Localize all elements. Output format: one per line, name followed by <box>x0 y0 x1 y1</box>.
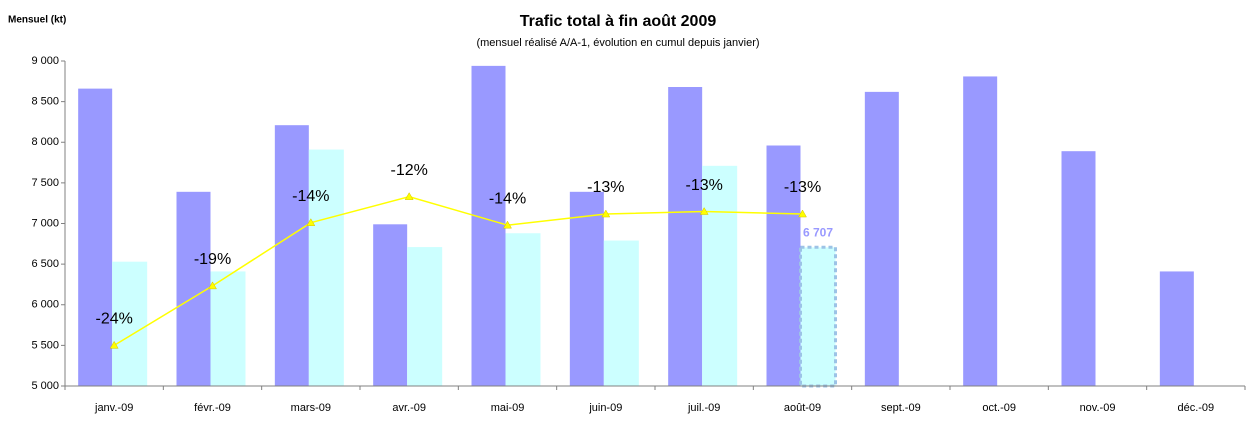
bar <box>702 165 738 386</box>
x-tick-label: déc.-09 <box>1177 402 1214 414</box>
bar <box>112 261 148 386</box>
line <box>113 195 803 347</box>
point-marker <box>208 281 217 290</box>
bar <box>799 245 837 388</box>
x-tick-label: avr.-09 <box>392 402 426 414</box>
bar <box>505 233 541 386</box>
x-tick-label: oct.-09 <box>982 402 1016 414</box>
bar <box>603 240 639 386</box>
bar <box>373 224 408 386</box>
y-tick-label: 6 000 <box>31 299 59 311</box>
bar <box>668 87 703 386</box>
point-marker <box>699 207 709 215</box>
data-label: 6 707 <box>803 225 833 239</box>
data-label: -12% <box>390 162 427 179</box>
bar <box>308 149 344 386</box>
y-tick-label: 5 000 <box>31 380 59 392</box>
point-marker <box>798 209 807 218</box>
data-label: -14% <box>489 190 526 207</box>
bar <box>1061 151 1096 386</box>
x-tick-label: juin-09 <box>588 402 622 414</box>
y-tick-label: 8 500 <box>31 96 59 108</box>
bar <box>569 191 604 386</box>
x-tick-label: juil.-09 <box>687 402 720 414</box>
bar <box>274 125 309 386</box>
point-marker <box>109 340 119 349</box>
y-axis-label: Mensuel (kt) <box>8 15 66 26</box>
x-tick-label: sept.-09 <box>881 402 921 414</box>
data-label: -13% <box>685 177 722 194</box>
y-tick-label: 7 500 <box>31 177 59 189</box>
data-label: -19% <box>194 251 231 268</box>
point-marker <box>404 192 414 200</box>
data-label: -13% <box>784 179 821 196</box>
y-tick-label: 5 500 <box>31 339 59 351</box>
point-marker <box>601 209 611 218</box>
point-marker <box>503 220 512 229</box>
bar <box>78 88 113 386</box>
x-tick-label: nov.-09 <box>1080 402 1116 414</box>
chart-subtitle: (mensuel réalisé A/A-1, évolution en cum… <box>476 37 759 49</box>
data-label: -13% <box>587 179 624 196</box>
y-tick-label: 8 000 <box>31 136 59 148</box>
bar <box>963 76 998 386</box>
chart-title: Trafic total à fin août 2009 <box>520 13 717 30</box>
bar <box>1159 271 1194 386</box>
x-tick-label: janv.-09 <box>94 402 133 414</box>
y-tick-label: 6 500 <box>31 258 59 270</box>
bar <box>864 91 899 386</box>
data-label: -24% <box>95 311 132 328</box>
y-tick-label: 7 000 <box>31 217 59 229</box>
bar <box>176 191 211 386</box>
x-tick-label: févr.-09 <box>194 402 231 414</box>
x-tick-label: mars-09 <box>291 402 331 414</box>
bar <box>766 145 801 386</box>
x-tick-label: août-09 <box>784 402 821 414</box>
y-tick-label: 9 000 <box>31 55 59 67</box>
bar <box>471 65 506 386</box>
data-label: -14% <box>292 188 329 205</box>
bar <box>407 247 443 386</box>
point-marker <box>306 218 316 226</box>
x-tick-label: mai-09 <box>491 402 525 414</box>
bar <box>210 271 246 386</box>
